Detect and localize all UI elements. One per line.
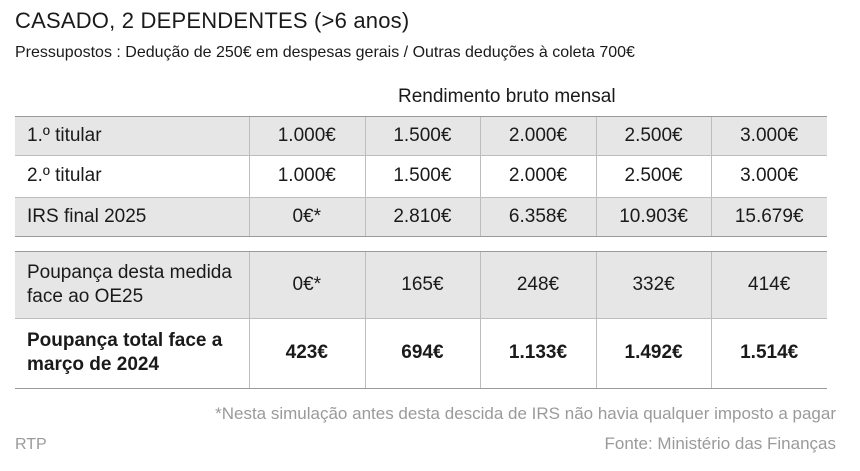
table-cell: 1.133€ xyxy=(480,318,596,388)
table-cell: 0€* xyxy=(249,198,365,236)
table-cell: 1.000€ xyxy=(249,117,365,155)
row-label: Poupança desta medida face ao OE25 xyxy=(27,262,232,307)
page-subtitle: Pressupostos : Dedução de 250€ em despes… xyxy=(15,44,635,61)
table-cell: 414€ xyxy=(711,252,827,318)
column-group-header: Rendimento bruto mensal xyxy=(398,86,616,107)
table-cell: 423€ xyxy=(249,318,365,388)
table-row: Poupança desta medida face ao OE25 0€* 1… xyxy=(15,251,827,319)
table-cell: 10.903€ xyxy=(595,198,712,236)
table-cell: 694€ xyxy=(364,318,481,388)
table-cell: 332€ xyxy=(595,252,712,318)
row-label: 1.º titular xyxy=(27,125,102,146)
table-cell: 2.500€ xyxy=(595,155,712,197)
table-cell: 248€ xyxy=(480,252,596,318)
row-label: Poupança total face a março de 2024 xyxy=(27,330,223,375)
row-label: 2.º titular xyxy=(27,165,102,186)
table-cell: 3.000€ xyxy=(711,117,827,155)
table-cell: 2.810€ xyxy=(364,198,481,236)
table-row: 1.º titular 1.000€ 1.500€ 2.000€ 2.500€ … xyxy=(15,116,827,156)
table-cell: 1.514€ xyxy=(711,318,827,388)
table-cell: 2.000€ xyxy=(480,155,596,197)
table-row: 2.º titular 1.000€ 1.500€ 2.000€ 2.500€ … xyxy=(15,155,827,198)
table-cell: 15.679€ xyxy=(711,198,827,236)
table-cell: 1.500€ xyxy=(364,117,481,155)
source-label: Fonte: Ministério das Finanças xyxy=(604,434,837,453)
table-cell: 2.000€ xyxy=(480,117,596,155)
table-row: IRS final 2025 0€* 2.810€ 6.358€ 10.903€… xyxy=(15,198,827,237)
table-row: Poupança total face a março de 2024 423€… xyxy=(15,318,827,389)
table-cell: 0€* xyxy=(249,252,365,318)
table-cell: 2.500€ xyxy=(595,117,712,155)
page-title: CASADO, 2 DEPENDENTES (>6 anos) xyxy=(15,8,410,33)
credit-label: RTP xyxy=(15,436,47,453)
table-cell: 6.358€ xyxy=(480,198,596,236)
footnote: *Nesta simulação antes desta descida de … xyxy=(215,404,836,423)
table-cell: 3.000€ xyxy=(711,155,827,197)
table-cell: 165€ xyxy=(364,252,481,318)
table-cell: 1.500€ xyxy=(364,155,481,197)
table-cell: 1.000€ xyxy=(249,155,365,197)
table-cell: 1.492€ xyxy=(595,318,712,388)
row-label: IRS final 2025 xyxy=(27,206,147,227)
